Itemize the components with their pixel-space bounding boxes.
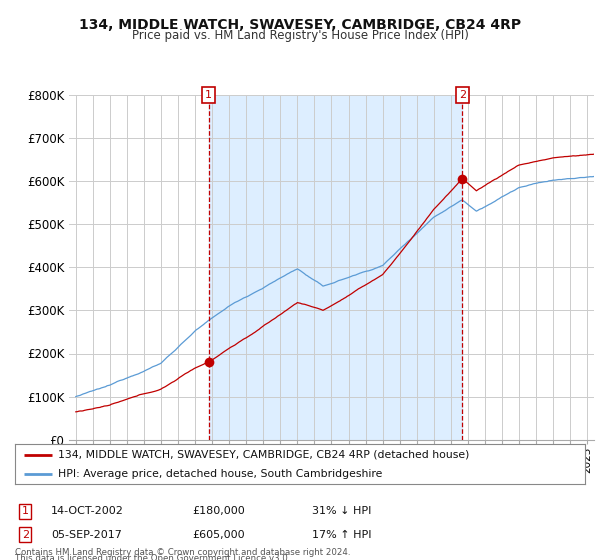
Text: 05-SEP-2017: 05-SEP-2017 <box>51 530 122 540</box>
Text: 31% ↓ HPI: 31% ↓ HPI <box>312 506 371 516</box>
Text: £605,000: £605,000 <box>192 530 245 540</box>
Bar <box>209 95 462 440</box>
Text: £180,000: £180,000 <box>192 506 245 516</box>
Text: 1: 1 <box>22 506 29 516</box>
Text: 2: 2 <box>22 530 29 540</box>
Text: HPI: Average price, detached house, South Cambridgeshire: HPI: Average price, detached house, Sout… <box>58 469 382 478</box>
Text: 1: 1 <box>205 90 212 100</box>
Text: Contains HM Land Registry data © Crown copyright and database right 2024.: Contains HM Land Registry data © Crown c… <box>15 548 350 557</box>
Text: 17% ↑ HPI: 17% ↑ HPI <box>312 530 371 540</box>
Text: 14-OCT-2002: 14-OCT-2002 <box>51 506 124 516</box>
Text: 2: 2 <box>458 90 466 100</box>
Text: 134, MIDDLE WATCH, SWAVESEY, CAMBRIDGE, CB24 4RP: 134, MIDDLE WATCH, SWAVESEY, CAMBRIDGE, … <box>79 18 521 32</box>
Text: This data is licensed under the Open Government Licence v3.0.: This data is licensed under the Open Gov… <box>15 554 290 560</box>
Text: 134, MIDDLE WATCH, SWAVESEY, CAMBRIDGE, CB24 4RP (detached house): 134, MIDDLE WATCH, SWAVESEY, CAMBRIDGE, … <box>58 450 469 460</box>
Text: Price paid vs. HM Land Registry's House Price Index (HPI): Price paid vs. HM Land Registry's House … <box>131 29 469 42</box>
